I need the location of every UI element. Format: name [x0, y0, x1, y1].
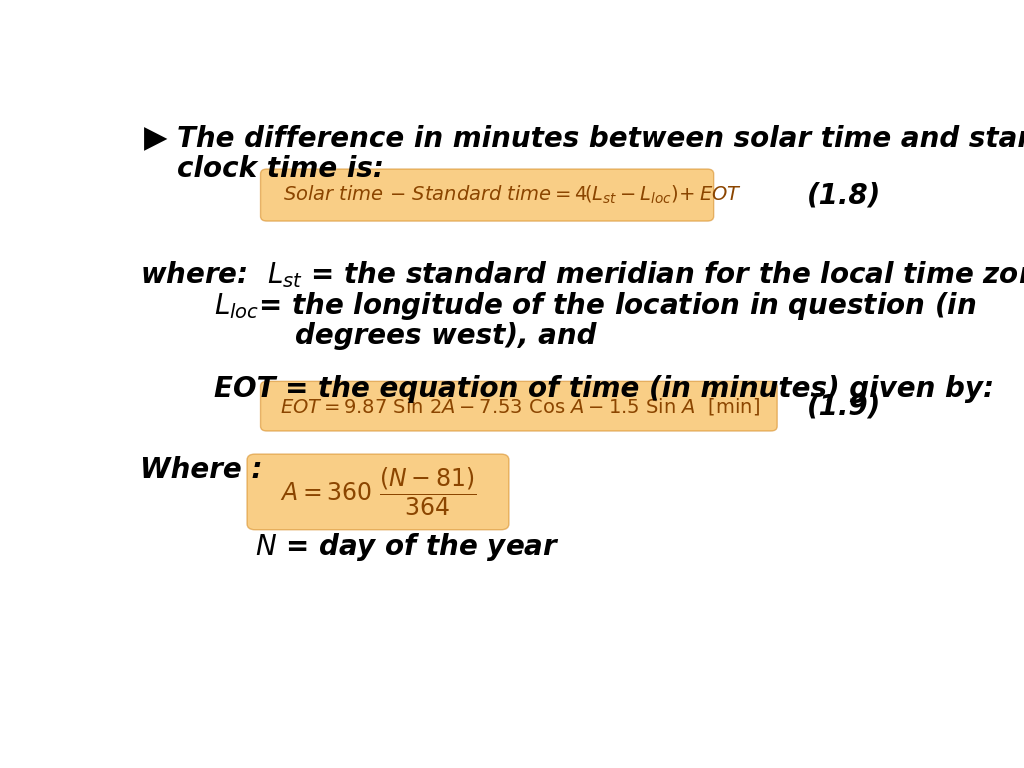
Text: Solar time $-$ Standard time$= 4\!\left(L_{st}-L_{loc}\right)\!+EOT$: Solar time $-$ Standard time$= 4\!\left(… — [283, 184, 741, 206]
Text: (1.9): (1.9) — [807, 392, 881, 420]
Text: clock time is:: clock time is: — [177, 155, 384, 184]
Text: where:  $L_{st}$ = the standard meridian for the local time zone,: where: $L_{st}$ = the standard meridian … — [140, 259, 1024, 290]
Text: $N$ = day of the year: $N$ = day of the year — [255, 531, 560, 563]
FancyBboxPatch shape — [260, 169, 714, 221]
Text: EOT = the equation of time (in minutes) given by:: EOT = the equation of time (in minutes) … — [214, 375, 994, 403]
FancyBboxPatch shape — [260, 382, 777, 431]
Text: Where :: Where : — [140, 456, 262, 484]
Text: $L_{loc}$= the longitude of the location in question (in: $L_{loc}$= the longitude of the location… — [214, 290, 976, 323]
Text: degrees west), and: degrees west), and — [295, 322, 596, 349]
Text: $EOT = 9.87\ \mathrm{Sin}\ 2A - 7.53\ \mathrm{Cos}\ A - 1.5\ \mathrm{Sin}\ A\ \ : $EOT = 9.87\ \mathrm{Sin}\ 2A - 7.53\ \m… — [281, 396, 761, 417]
Text: The difference in minutes between solar time and standard: The difference in minutes between solar … — [177, 124, 1024, 153]
FancyBboxPatch shape — [247, 454, 509, 530]
Text: $\blacktriangleright$: $\blacktriangleright$ — [137, 124, 169, 154]
Text: (1.8): (1.8) — [807, 181, 881, 209]
Text: $A = 360\ \dfrac{(N-81)}{364}$: $A = 360\ \dfrac{(N-81)}{364}$ — [280, 465, 476, 518]
